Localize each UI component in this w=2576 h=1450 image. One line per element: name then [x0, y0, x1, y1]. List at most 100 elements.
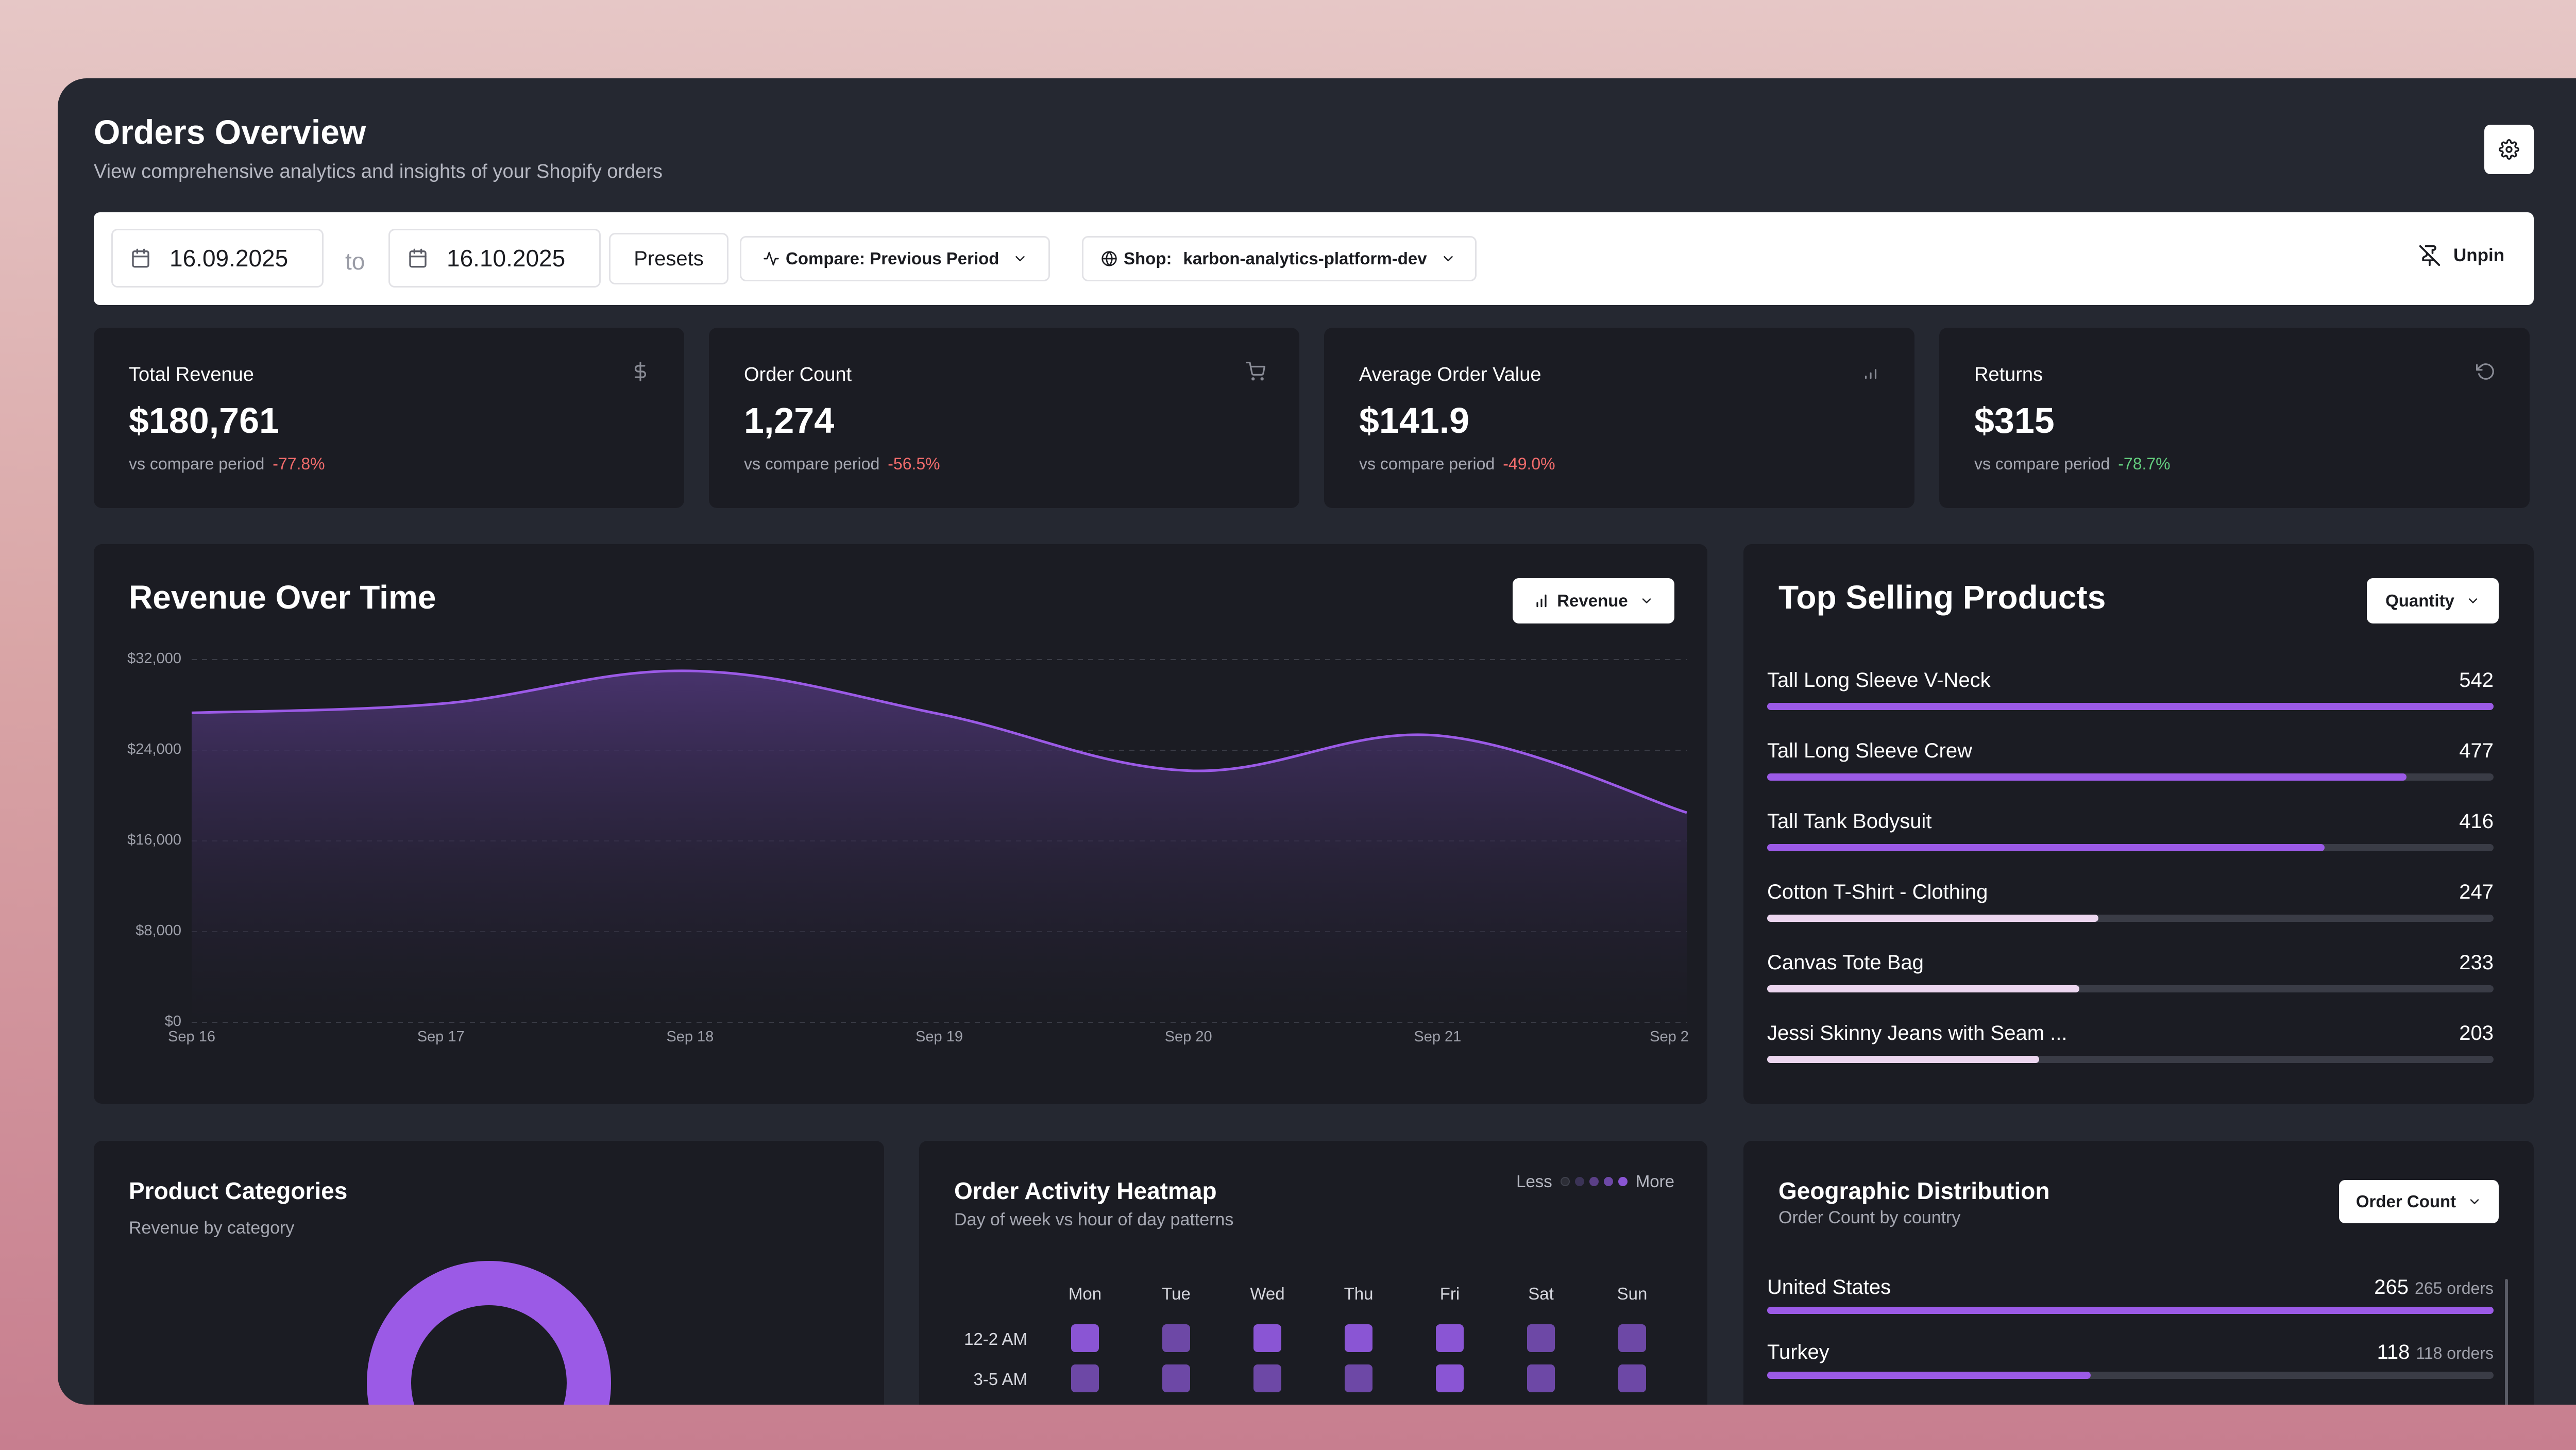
geo-bar-fill	[1767, 1372, 2091, 1379]
product-row[interactable]: Canvas Tote Bag 233	[1767, 951, 2494, 998]
kpi-compare-label: vs compare period	[1974, 454, 2110, 473]
top-products-sort-label: Quantity	[2385, 591, 2454, 610]
heatmap-cell[interactable]	[1162, 1324, 1190, 1352]
unpin-label: Unpin	[2453, 245, 2505, 265]
heatmap-cell[interactable]	[1527, 1364, 1555, 1392]
revenue-chart-title: Revenue Over Time	[129, 579, 436, 616]
kpi-card-returns: Returns $315 vs compare period -78.7%	[1939, 328, 2530, 508]
heatmap-hour-label: 12-2 AM	[964, 1329, 1027, 1348]
kpi-change: -78.7%	[2118, 454, 2171, 473]
product-bar-fill	[1767, 703, 2494, 710]
product-row[interactable]: Tall Tank Bodysuit 416	[1767, 810, 2494, 856]
geo-values: 118 118 orders	[2377, 1341, 2494, 1364]
gear-icon	[2499, 139, 2519, 160]
revenue-metric-label: Revenue	[1557, 591, 1628, 610]
date-to-picker[interactable]: 16.10.2025	[388, 229, 601, 288]
heatmap-cell[interactable]	[1162, 1364, 1190, 1392]
chevron-down-icon	[1015, 256, 1025, 261]
product-bar-fill	[1767, 1056, 2040, 1063]
product-row[interactable]: Jessi Skinny Jeans with Seam ... 203	[1767, 1022, 2494, 1068]
unpin-button[interactable]: Unpin	[2418, 244, 2504, 267]
globe-icon	[1101, 251, 1117, 266]
product-bar-track	[1767, 703, 2494, 710]
kpi-change: -77.8%	[273, 454, 325, 473]
heatmap-cell[interactable]	[1618, 1324, 1646, 1352]
heatmap-cell[interactable]	[1071, 1324, 1099, 1352]
compare-dropdown[interactable]: Compare: Previous Period	[740, 236, 1050, 281]
kpi-label: Returns	[1974, 364, 2043, 385]
product-row[interactable]: Tall Long Sleeve Crew 477	[1767, 739, 2494, 786]
heatmap-cell[interactable]	[1527, 1324, 1555, 1352]
x-tick-label: Sep 20	[1164, 1029, 1212, 1045]
product-quantity: 416	[2459, 810, 2494, 833]
geo-count: 118	[2377, 1341, 2410, 1363]
product-quantity: 247	[2459, 881, 2494, 903]
geo-row[interactable]: United States 265 265 orders	[1767, 1276, 2494, 1317]
product-row[interactable]: Cotton T-Shirt - Clothing 247	[1767, 881, 2494, 927]
dollar-icon	[634, 362, 646, 381]
heatmap-title: Order Activity Heatmap	[954, 1177, 1217, 1204]
product-bar-track	[1767, 1056, 2494, 1063]
legend-swatch	[1589, 1177, 1599, 1186]
date-from-picker[interactable]: 16.09.2025	[111, 229, 324, 288]
product-quantity: 203	[2459, 1022, 2494, 1044]
bar-chart-icon	[1536, 594, 1547, 608]
geo-subtitle: Order Count by country	[1778, 1208, 1961, 1227]
kpi-label: Total Revenue	[129, 364, 254, 385]
geo-scrollbar[interactable]	[2505, 1279, 2508, 1405]
heatmap-cell[interactable]	[1345, 1364, 1372, 1392]
product-bar-track	[1767, 773, 2494, 781]
kpi-compare: vs compare period -49.0%	[1359, 454, 1555, 474]
chevron-down-icon	[2468, 598, 2478, 603]
kpi-compare: vs compare period -56.5%	[744, 454, 940, 474]
geo-row[interactable]: Turkey 118 118 orders	[1767, 1341, 2494, 1382]
shop-label: Shop:	[1124, 249, 1172, 268]
kpi-compare: vs compare period -78.7%	[1974, 454, 2171, 474]
presets-button[interactable]: Presets	[609, 233, 728, 284]
settings-button[interactable]	[2484, 125, 2534, 174]
shop-dropdown[interactable]: Shop: karbon-analytics-platform-dev	[1082, 236, 1477, 281]
revenue-line	[191, 669, 1687, 814]
top-products-sort-dropdown[interactable]: Quantity	[2367, 578, 2499, 623]
product-row[interactable]: Tall Long Sleeve V-Neck 542	[1767, 669, 2494, 715]
kpi-card-average-order-value: Average Order Value $141.9 vs compare pe…	[1324, 328, 1914, 508]
y-tick-label: $16,000	[127, 832, 181, 848]
heatmap-cell[interactable]	[1071, 1364, 1099, 1392]
geo-sort-dropdown[interactable]: Order Count	[2339, 1180, 2499, 1223]
heatmap-day-label: Thu	[1344, 1284, 1374, 1303]
kpi-compare: vs compare period -77.8%	[129, 454, 325, 474]
y-tick-label: $8,000	[135, 922, 181, 939]
product-bar-fill	[1767, 915, 2098, 922]
heatmap-cell[interactable]	[1345, 1324, 1372, 1352]
legend-more-label: More	[1635, 1172, 1674, 1191]
product-name: Canvas Tote Bag	[1767, 951, 1924, 974]
legend-swatch	[1618, 1177, 1628, 1186]
x-tick-label: Sep 16	[168, 1029, 215, 1045]
shop-value: karbon-analytics-platform-dev	[1183, 249, 1427, 268]
kpi-card-total-revenue: Total Revenue $180,761 vs compare period…	[94, 328, 684, 508]
pin-off-icon	[2419, 245, 2441, 266]
heatmap-cell[interactable]	[1253, 1324, 1281, 1352]
y-tick-label: $24,000	[127, 741, 181, 757]
product-name: Jessi Skinny Jeans with Seam ...	[1767, 1022, 2067, 1044]
heatmap-cell[interactable]	[1436, 1324, 1464, 1352]
product-name: Tall Long Sleeve Crew	[1767, 739, 1972, 762]
compare-label: Compare: Previous Period	[786, 249, 999, 268]
product-bar-track	[1767, 915, 2494, 922]
heatmap-cell[interactable]	[1436, 1364, 1464, 1392]
kpi-label: Order Count	[744, 364, 852, 385]
product-bar-fill	[1767, 985, 2080, 992]
category-donut-chart	[367, 1261, 611, 1405]
heatmap-day-label: Sat	[1528, 1284, 1554, 1303]
calendar-icon	[409, 248, 427, 268]
revenue-metric-dropdown[interactable]: Revenue	[1513, 578, 1674, 623]
heatmap-cell[interactable]	[1618, 1364, 1646, 1392]
kpi-change: -49.0%	[1503, 454, 1555, 473]
geo-bar-fill	[1767, 1307, 2494, 1314]
x-tick-label: Sep 19	[916, 1029, 963, 1045]
heatmap-cell[interactable]	[1253, 1364, 1281, 1392]
calendar-icon	[132, 248, 149, 268]
activity-icon	[764, 251, 779, 266]
geo-values: 265 265 orders	[2374, 1276, 2494, 1299]
dashboard-window: Orders Overview View comprehensive analy…	[58, 78, 2576, 1405]
